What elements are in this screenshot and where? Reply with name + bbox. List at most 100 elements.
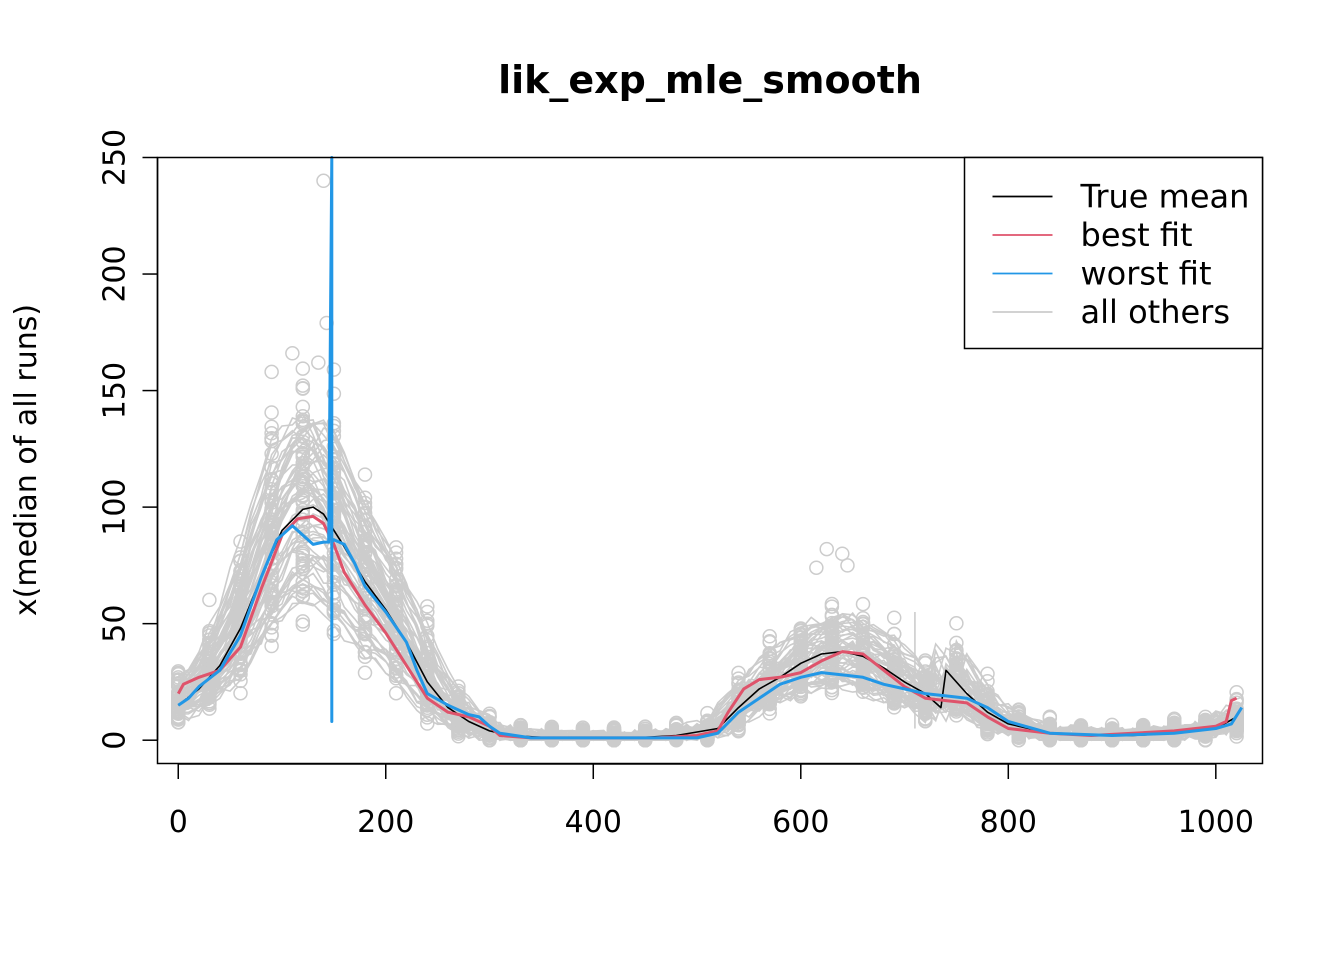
- other-run-point: [264, 512, 279, 527]
- other-run-point: [420, 710, 435, 725]
- other-run-point: [606, 732, 622, 747]
- other-run-point: [918, 656, 933, 671]
- other-run-point: [835, 546, 850, 561]
- other-run-point: [357, 649, 373, 664]
- other-run-point: [264, 616, 279, 631]
- other-run-point: [840, 558, 855, 573]
- other-run-point: [295, 614, 311, 629]
- other-run-point: [202, 646, 217, 662]
- other-run-point: [451, 729, 466, 744]
- plot-frame: [156, 156, 1264, 765]
- other-run-point: [420, 702, 435, 717]
- legend-label: True mean: [1080, 178, 1250, 216]
- other-run-point: [311, 355, 326, 370]
- other-run-point: [824, 599, 840, 614]
- other-run-point: [824, 631, 840, 646]
- y-axis-label: x(median of all runs): [9, 304, 44, 616]
- other-run-line: [177, 530, 1237, 742]
- other-run-point: [513, 732, 528, 748]
- other-run-point: [809, 560, 824, 575]
- other-run-point: [1042, 727, 1058, 743]
- other-run-point: [202, 638, 217, 653]
- legend-label: all others: [1081, 293, 1230, 331]
- legend-box: [963, 156, 1264, 350]
- other-run-point: [326, 577, 342, 593]
- other-run-point: [326, 496, 342, 511]
- legend-label: worst fit: [1081, 255, 1212, 293]
- other-run-point: [233, 578, 248, 594]
- other-run-point: [326, 586, 342, 601]
- other-run-point: [819, 541, 834, 557]
- other-run-point: [233, 656, 248, 672]
- other-run-point: [295, 552, 311, 568]
- other-run-point: [762, 706, 777, 721]
- other-run-point: [482, 709, 497, 725]
- chart-title: lik_exp_mle_smooth: [498, 58, 922, 102]
- other-run-point: [285, 346, 300, 361]
- other-run-point: [886, 694, 902, 709]
- other-run-point: [264, 433, 279, 449]
- other-run-point: [886, 700, 902, 715]
- other-run-point: [295, 589, 311, 605]
- other-run-line: [178, 551, 1237, 742]
- other-run-point: [731, 686, 746, 701]
- other-run-point: [202, 680, 217, 695]
- other-run-point: [451, 722, 466, 738]
- worst-fit-line: [177, 156, 1243, 740]
- other-run-point: [264, 586, 279, 601]
- other-run-point: [295, 617, 311, 633]
- other-run-point: [793, 636, 809, 651]
- other-run-point: [1135, 729, 1151, 744]
- other-run-point: [420, 599, 435, 614]
- other-run-line: [177, 554, 1238, 742]
- other-run-point: [886, 646, 902, 662]
- other-run-point: [1073, 723, 1089, 739]
- other-run-point: [264, 364, 279, 380]
- other-run-point: [295, 561, 311, 576]
- other-run-point: [918, 699, 933, 714]
- other-run-line: [177, 555, 1238, 742]
- x-tick-label: 200: [357, 805, 414, 840]
- other-run-point: [1229, 691, 1244, 707]
- other-run-point: [326, 386, 342, 401]
- other-run-point: [793, 654, 809, 669]
- other-run-point: [762, 673, 777, 689]
- other-run-point: [949, 647, 964, 662]
- other-run-point: [949, 635, 964, 651]
- other-run-point: [295, 409, 311, 424]
- other-run-point: [326, 428, 342, 444]
- other-run-point: [731, 689, 746, 705]
- other-run-point: [233, 685, 248, 701]
- other-run-point: [1167, 713, 1182, 728]
- other-run-point: [202, 592, 217, 608]
- other-run-point: [357, 645, 373, 660]
- other-run-point: [264, 481, 279, 497]
- x-tick-label: 0: [169, 805, 188, 840]
- other-run-point: [388, 599, 404, 615]
- other-run-point: [326, 452, 342, 468]
- other-run-point: [295, 459, 311, 475]
- other-run-point: [357, 538, 373, 553]
- other-run-point: [731, 722, 746, 738]
- other-run-point: [388, 685, 404, 701]
- other-run-point: [855, 596, 871, 612]
- other-run-point: [295, 361, 311, 376]
- other-run-point: [326, 602, 342, 618]
- other-run-point: [388, 661, 404, 676]
- other-run-point: [482, 719, 497, 734]
- other-run-point: [316, 173, 331, 189]
- other-run-point: [513, 720, 528, 736]
- other-run-point: [949, 616, 964, 631]
- x-tick-label: 600: [772, 805, 829, 840]
- other-run-point: [388, 578, 404, 594]
- legend-label: best fit: [1081, 216, 1193, 254]
- y-tick-label: 200: [98, 245, 133, 302]
- y-tick-label: 250: [98, 129, 133, 186]
- other-run-point: [357, 609, 373, 624]
- other-run-point: [824, 635, 840, 650]
- other-run-point: [980, 673, 995, 689]
- y-tick-label: 100: [98, 478, 133, 535]
- other-run-point: [202, 632, 217, 647]
- other-run-point: [451, 679, 466, 694]
